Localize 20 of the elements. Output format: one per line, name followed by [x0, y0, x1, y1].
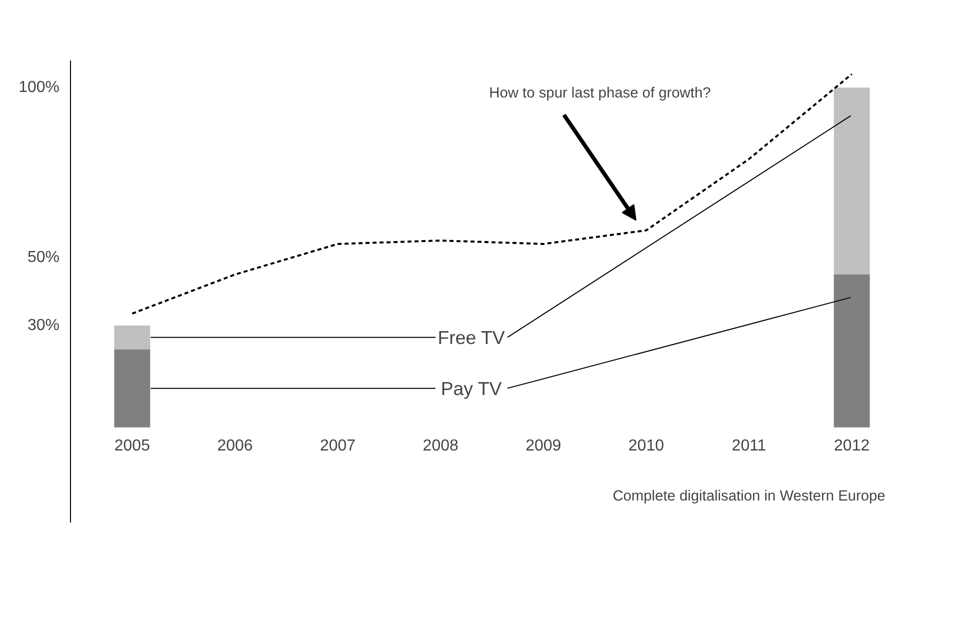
- x-tick-label: 2010: [628, 437, 664, 454]
- x-tick-label: 2009: [526, 437, 562, 454]
- x-tick-label: 2007: [320, 437, 356, 454]
- x-tick-label: 2011: [732, 437, 766, 454]
- annotation: Complete digitalisation in Western Europe: [612, 488, 886, 505]
- y-tick-label: 50%: [27, 249, 60, 266]
- annotation: How to spur last phase of growth?: [489, 85, 711, 102]
- text: Free TV: [438, 326, 506, 348]
- x-tick-label: 2005: [114, 437, 150, 454]
- x-tick-label: 2008: [422, 437, 458, 454]
- bar: [834, 274, 870, 428]
- line-series: [131, 73, 853, 315]
- y-tick-label: 100%: [18, 79, 60, 96]
- bar: [114, 325, 150, 350]
- bar: [834, 88, 870, 275]
- bar: [114, 349, 150, 428]
- y-tick-label: 30%: [27, 316, 60, 334]
- x-tick-label: 2012: [834, 437, 870, 454]
- x-tick-label: 2006: [217, 437, 253, 454]
- text: Pay TV: [440, 378, 502, 399]
